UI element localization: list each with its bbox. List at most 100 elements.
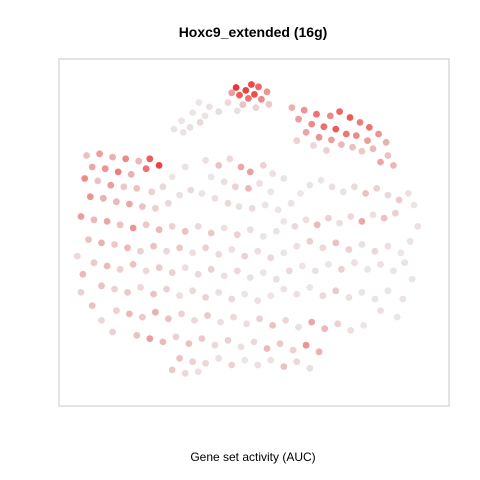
data-point <box>228 89 236 97</box>
data-point <box>252 104 260 111</box>
data-point <box>198 190 206 197</box>
data-point <box>384 152 392 159</box>
data-point <box>155 226 163 234</box>
data-point <box>280 363 288 370</box>
data-point <box>73 252 81 260</box>
data-point <box>120 183 128 191</box>
data-point <box>179 128 187 136</box>
data-point <box>280 175 288 182</box>
data-point <box>246 274 254 281</box>
data-point <box>399 295 407 303</box>
data-point <box>308 318 316 326</box>
data-point <box>392 209 399 217</box>
data-point <box>414 223 422 230</box>
data-point <box>259 162 267 169</box>
data-point <box>114 168 122 176</box>
data-point <box>224 336 232 344</box>
data-point <box>191 317 198 324</box>
data-point <box>315 348 323 356</box>
data-point <box>185 340 193 347</box>
data-point <box>319 292 327 300</box>
data-point <box>334 320 342 328</box>
data-point <box>393 313 401 321</box>
data-point <box>254 361 262 369</box>
data-point <box>358 147 366 155</box>
data-point <box>243 320 251 328</box>
data-point <box>139 313 146 321</box>
data-point <box>248 204 256 212</box>
data-point <box>308 120 316 128</box>
data-point <box>176 191 184 199</box>
data-point <box>269 322 276 329</box>
data-point <box>259 269 267 276</box>
points-layer <box>73 81 422 377</box>
data-point <box>142 267 150 275</box>
data-point <box>194 368 202 375</box>
data-point <box>135 157 143 165</box>
data-point <box>211 341 219 349</box>
data-point <box>245 95 252 102</box>
data-point <box>90 216 98 224</box>
data-point <box>317 176 325 184</box>
data-point <box>77 289 85 296</box>
data-point <box>111 285 118 293</box>
data-point <box>142 165 150 173</box>
data-point <box>98 317 105 324</box>
data-point <box>326 112 334 120</box>
data-point <box>228 361 236 369</box>
data-point <box>233 107 241 115</box>
data-point <box>347 327 355 334</box>
data-point <box>306 364 314 372</box>
data-point <box>146 155 154 163</box>
data-point <box>124 289 131 296</box>
data-point <box>312 267 319 275</box>
data-point <box>168 223 176 230</box>
data-point <box>127 170 135 178</box>
data-point <box>338 141 345 149</box>
data-point <box>377 261 384 268</box>
data-point <box>215 289 223 296</box>
data-point <box>176 244 184 252</box>
data-point <box>88 163 96 171</box>
data-point <box>242 87 250 94</box>
data-point <box>189 287 197 295</box>
data-point <box>237 343 245 351</box>
data-point <box>232 183 239 191</box>
data-point <box>215 162 223 169</box>
data-point <box>101 165 109 173</box>
data-point <box>150 290 158 298</box>
data-point <box>364 137 371 145</box>
data-point <box>103 218 111 225</box>
data-point <box>342 130 350 138</box>
data-point <box>125 200 133 208</box>
data-point <box>384 287 392 295</box>
data-point <box>319 244 327 252</box>
data-point <box>224 99 232 106</box>
data-point <box>299 262 306 270</box>
data-point <box>107 181 115 189</box>
data-point <box>178 310 185 318</box>
data-point <box>181 264 189 271</box>
data-point <box>274 206 282 214</box>
data-point <box>215 108 223 115</box>
data-point <box>395 196 403 204</box>
data-point <box>328 136 335 144</box>
data-point <box>201 112 209 120</box>
data-point <box>152 308 159 316</box>
data-point <box>406 237 414 245</box>
data-point <box>272 275 280 283</box>
plot-frame <box>58 58 450 407</box>
data-point <box>187 186 195 194</box>
data-point <box>306 181 314 189</box>
data-point <box>137 247 144 255</box>
data-point <box>332 239 340 247</box>
data-point <box>207 229 215 237</box>
data-point <box>241 252 249 260</box>
data-point <box>239 101 247 108</box>
data-point <box>269 170 276 178</box>
data-point <box>246 168 254 176</box>
data-point <box>99 194 107 202</box>
data-point <box>90 259 98 267</box>
data-point <box>345 246 353 253</box>
data-point <box>254 297 262 304</box>
